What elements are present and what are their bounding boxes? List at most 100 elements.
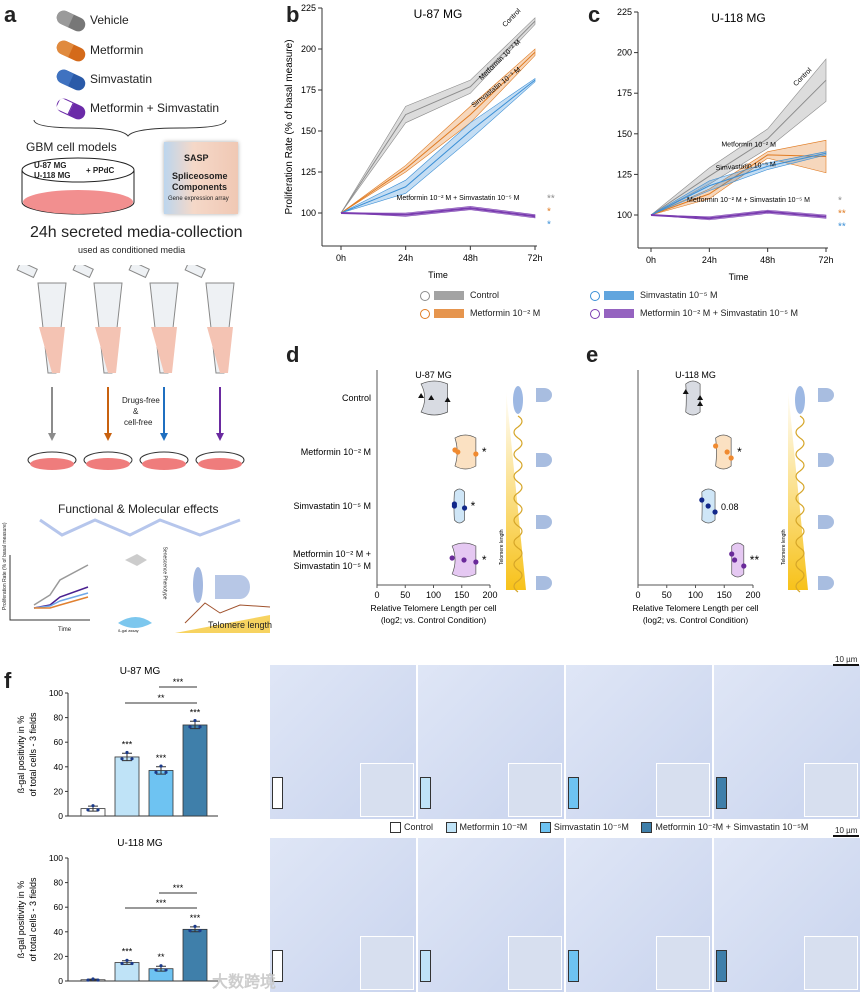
condition-swatch — [716, 950, 727, 982]
x-tick-label: 24h — [398, 253, 413, 263]
significance-marker: * — [482, 445, 487, 459]
micrograph-inset — [360, 763, 414, 817]
legend-label: Simvastatin 10⁻⁵M — [553, 822, 629, 832]
data-point — [724, 449, 730, 455]
effects-title: Functional & Molecular effects — [58, 502, 219, 516]
y-tick-label: 80 — [54, 878, 64, 888]
bar — [114, 756, 140, 817]
data-point — [449, 555, 455, 561]
y-tick-label: 20 — [54, 786, 64, 796]
significance-marker: * — [838, 196, 842, 207]
tube-media — [151, 327, 177, 373]
legend-swatch — [604, 309, 634, 319]
telomere-length-wedge — [175, 615, 270, 633]
data-point — [193, 924, 197, 928]
bar — [114, 962, 140, 982]
culture-dish-cells — [86, 458, 130, 470]
bgal-cell-icon — [118, 617, 152, 628]
x-tick-label: 0h — [646, 255, 656, 265]
array-label: Spliceosome — [172, 171, 228, 181]
data-point — [729, 551, 735, 557]
spread-arrow — [39, 518, 241, 537]
significance-marker: *** — [156, 898, 167, 908]
data-point — [188, 725, 192, 729]
y-tick-label: 80 — [54, 713, 64, 723]
telomere-length-wedge — [788, 390, 808, 590]
significance-marker: ** — [838, 209, 846, 220]
chromosome-icon — [513, 386, 523, 414]
drug-label: Vehicle — [90, 13, 129, 27]
data-point — [713, 443, 719, 449]
chart-title: U-87 MG — [414, 7, 463, 21]
data-point — [154, 770, 158, 774]
series-line-control — [340, 20, 536, 214]
mini-chart-axes — [9, 555, 90, 621]
series-label: Simvastatin 10⁻⁵ M — [716, 161, 777, 172]
arrow-head-icon — [160, 433, 168, 441]
telomere-cap-icon — [536, 388, 552, 402]
error-band-control — [340, 17, 536, 214]
data-point — [86, 808, 90, 812]
collection-title: 24h secreted media-collection — [30, 224, 243, 241]
culture-dish-icon — [21, 157, 135, 215]
chromosome-icon — [193, 567, 203, 603]
x-axis-label: (log2; vs. Control Condition) — [381, 615, 487, 625]
violin-metformin — [715, 434, 732, 470]
data-point — [705, 503, 711, 509]
y-tick-label: 0 — [58, 811, 63, 821]
chart-title: U-118 MG — [675, 370, 716, 380]
y-tick-label: 100 — [49, 688, 63, 698]
group-label: Metformin 10⁻² M + — [293, 549, 371, 559]
drug-label: Metformin + Simvastatin — [90, 101, 220, 115]
legend-item-simvastatin: Simvastatin 10⁻⁵ M — [590, 290, 718, 301]
legend-swatch — [445, 822, 457, 834]
tube-cap-icon — [16, 265, 38, 279]
tube-cap-icon — [72, 265, 94, 279]
y-tick-label: 200 — [617, 48, 632, 58]
legend-item-control: Control — [420, 290, 499, 301]
legend-marker-icon — [420, 290, 430, 301]
significance-marker: *** — [156, 753, 167, 763]
chromosome-icon — [795, 386, 805, 414]
data-point — [728, 455, 734, 461]
bar — [182, 724, 208, 817]
data-point — [91, 804, 95, 808]
arrow-head-icon — [104, 433, 112, 441]
data-point — [164, 968, 168, 972]
culture-dish-cells — [30, 458, 74, 470]
x-tick-label: 72h — [527, 253, 542, 263]
y-axis-label: of total cells - 3 fields — [28, 712, 38, 797]
panel-label-a: a — [4, 2, 17, 27]
scale-bar — [833, 835, 859, 837]
condition-swatch — [420, 777, 431, 809]
violin-chart-e: 0 50 100 150 200 U-118 MG Relative Telomere Le… — [633, 370, 834, 625]
condition-swatch — [568, 777, 579, 809]
panel-label-d: d — [286, 342, 300, 367]
y-tick-label: 0 — [58, 976, 63, 986]
series-label: Metformin 10⁻² M — [721, 141, 776, 148]
chart-title: U-118 MG — [117, 838, 163, 849]
side-label: Telomere length — [781, 529, 787, 565]
violin-combo — [731, 542, 745, 578]
legend-item-metformin: Metformin 10⁻² M — [420, 308, 540, 319]
data-point — [697, 401, 704, 406]
x-tick-label: 150 — [717, 590, 732, 600]
telomere-label: Telomere length — [208, 620, 273, 630]
significance-marker: *** — [173, 883, 184, 893]
x-tick-label: 200 — [482, 590, 497, 600]
bar-chart-f1: 0 20 40 60 80 100 U-87 MG ß-gal positivity in %… — [16, 666, 218, 821]
arrow-note: & — [133, 407, 139, 416]
tube-media — [95, 327, 121, 373]
micrograph-inset — [508, 936, 562, 990]
legend-marker-icon — [420, 308, 430, 319]
x-tick-label: 0 — [635, 590, 640, 600]
y-tick-label: 60 — [54, 902, 64, 912]
telomere-cap-icon — [215, 575, 250, 599]
watermark: 大数跨境 — [212, 974, 277, 991]
y-axis-label: ß-gal positivity in % — [16, 716, 26, 794]
y-tick-label: 125 — [617, 169, 632, 179]
array-label: Components — [172, 182, 227, 192]
y-axis-label: of total cells - 3 fields — [28, 877, 38, 962]
side-label: Telomere length — [499, 529, 505, 565]
data-point — [120, 757, 124, 761]
